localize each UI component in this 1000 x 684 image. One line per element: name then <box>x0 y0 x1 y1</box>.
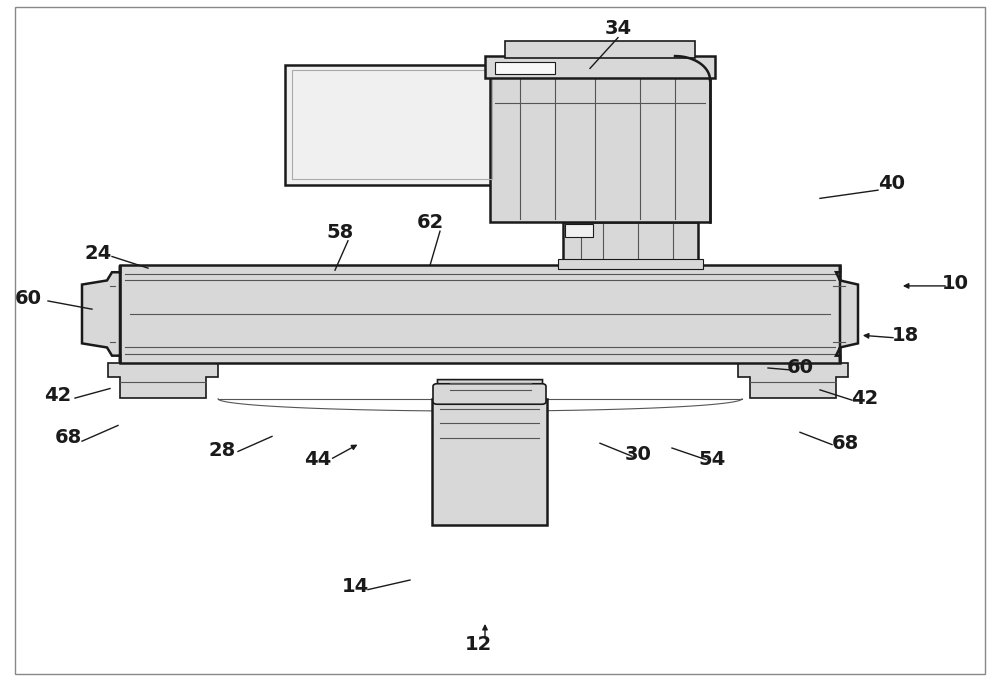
Polygon shape <box>836 265 858 363</box>
Text: 28: 28 <box>208 440 236 460</box>
Bar <box>490 75 710 222</box>
Text: 42: 42 <box>851 389 879 408</box>
Polygon shape <box>438 380 542 397</box>
Text: 60: 60 <box>786 358 814 378</box>
Bar <box>495 62 555 74</box>
Text: 10: 10 <box>942 274 968 293</box>
Bar <box>285 65 500 185</box>
Polygon shape <box>738 363 848 398</box>
Bar <box>432 399 547 525</box>
Bar <box>563 222 698 267</box>
FancyBboxPatch shape <box>433 384 546 404</box>
Text: 62: 62 <box>416 213 444 232</box>
Text: 18: 18 <box>891 326 919 345</box>
Bar <box>505 41 695 58</box>
Text: 24: 24 <box>84 244 112 263</box>
Text: 54: 54 <box>698 450 726 469</box>
Polygon shape <box>108 363 218 398</box>
Text: 60: 60 <box>14 289 42 308</box>
Bar <box>558 259 703 269</box>
Bar <box>565 224 593 237</box>
Text: 12: 12 <box>464 635 492 654</box>
Bar <box>485 56 715 78</box>
Text: 44: 44 <box>304 450 332 469</box>
Text: 58: 58 <box>326 223 354 242</box>
Bar <box>292 70 492 179</box>
Text: 68: 68 <box>831 434 859 453</box>
Text: 68: 68 <box>54 428 82 447</box>
Text: 34: 34 <box>604 19 632 38</box>
Text: 40: 40 <box>879 174 906 193</box>
Text: 42: 42 <box>44 386 72 405</box>
Text: 30: 30 <box>625 445 651 464</box>
Text: 14: 14 <box>341 577 369 596</box>
Bar <box>120 265 840 363</box>
Polygon shape <box>82 265 120 363</box>
